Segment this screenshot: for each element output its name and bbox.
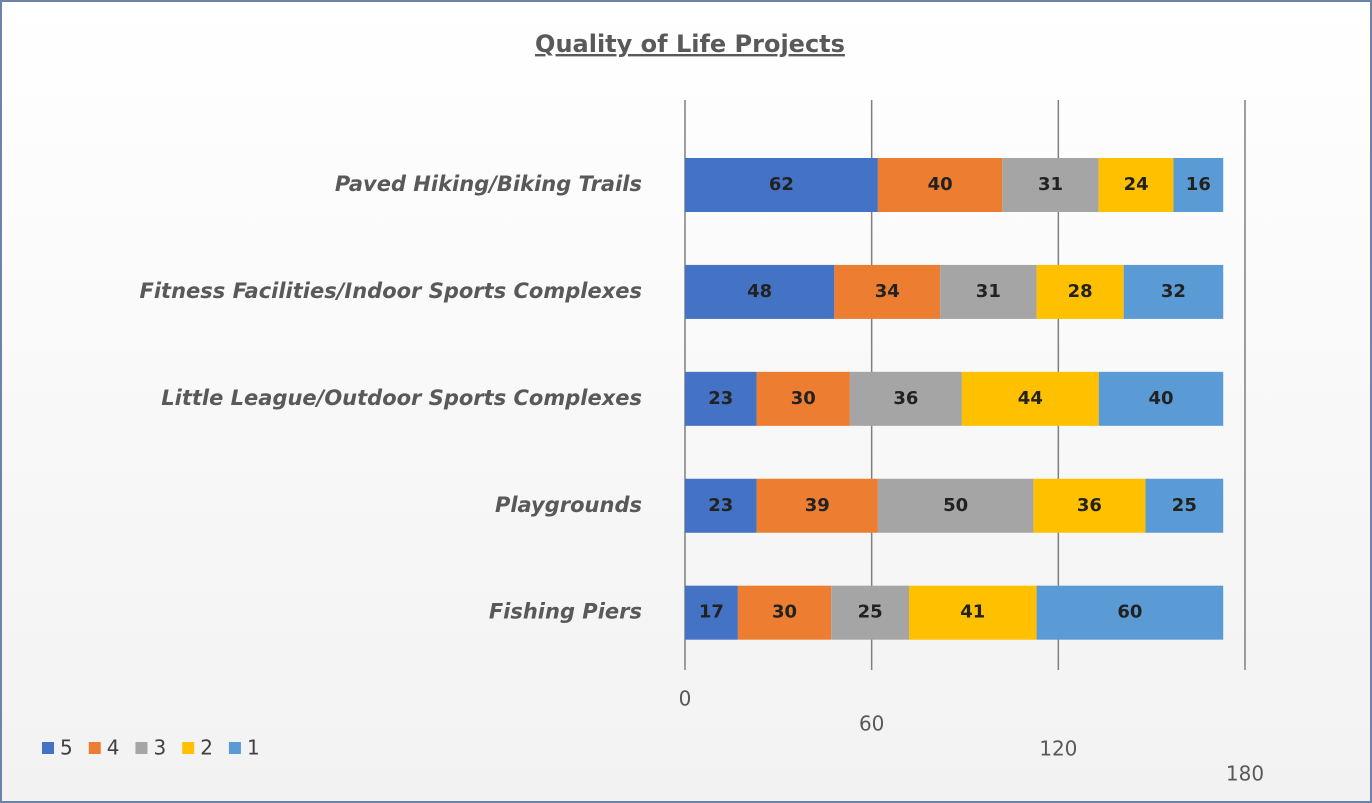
bar-segment: [877, 158, 1003, 212]
bar-segment: [1098, 158, 1174, 212]
category-label: Playgrounds: [495, 493, 642, 517]
category-label: Fitness Facilities/Indoor Sports Complex…: [140, 279, 642, 303]
data-label: 36: [893, 388, 918, 409]
x-tick-label: 60: [859, 712, 884, 736]
bar-segment: [849, 371, 962, 426]
data-label: 41: [960, 602, 985, 623]
data-label: 25: [858, 602, 883, 623]
data-label: 44: [1018, 388, 1043, 409]
bar-segment: [685, 585, 738, 640]
legend-label: 5: [60, 736, 73, 760]
legend-swatch: [88, 742, 101, 754]
bar-segment: [685, 478, 757, 533]
bar-segment: [1098, 371, 1224, 426]
data-label: 23: [708, 388, 733, 409]
bar-segment: [909, 585, 1037, 640]
bar-segment: [961, 371, 1099, 426]
legend-swatch: [182, 742, 195, 754]
bar-segment: [685, 371, 757, 426]
category-label: Paved Hiking/Biking Trails: [335, 172, 642, 196]
x-tick-label: 0: [679, 687, 692, 711]
data-label: 25: [1172, 495, 1197, 516]
data-label: 24: [1124, 174, 1149, 195]
data-label: 48: [747, 281, 772, 302]
legend-label: 2: [200, 736, 213, 760]
data-label: 17: [699, 602, 724, 623]
data-label: 39: [805, 495, 830, 516]
data-label: 30: [791, 388, 816, 409]
data-label: 31: [1038, 174, 1063, 195]
data-label: 62: [769, 174, 794, 195]
bar-segment: [1002, 158, 1099, 212]
bar-segment: [685, 264, 835, 319]
bar-segment: [940, 264, 1037, 319]
bar-segment: [1173, 158, 1224, 212]
data-label: 34: [875, 281, 900, 302]
legend-swatch: [228, 742, 241, 754]
data-label: 16: [1186, 174, 1211, 195]
bar-segment: [831, 585, 909, 640]
legend-swatch: [135, 742, 148, 754]
data-label: 40: [928, 174, 953, 195]
bar-segment: [756, 478, 878, 533]
bar-segment: [877, 478, 1034, 533]
bar-segment: [737, 585, 832, 640]
legend-label: 3: [153, 736, 166, 760]
legend-label: 1: [247, 736, 260, 760]
data-label: 28: [1068, 281, 1093, 302]
data-label: 32: [1161, 281, 1186, 302]
bar-segment: [1123, 264, 1224, 319]
data-label: 36: [1077, 495, 1102, 516]
category-label: Fishing Piers: [489, 600, 642, 624]
bar-segment: [1036, 264, 1124, 319]
data-label: 30: [772, 602, 797, 623]
data-label: 60: [1117, 602, 1142, 623]
bar-segment: [756, 371, 850, 426]
category-label: Little League/Outdoor Sports Complexes: [161, 386, 642, 410]
data-label: 31: [976, 281, 1001, 302]
bar-segment: [1145, 478, 1224, 533]
x-tick-label: 180: [1226, 762, 1264, 786]
bar-segment: [685, 158, 878, 212]
data-label: 50: [943, 495, 968, 516]
legend-swatch: [42, 742, 54, 754]
bar-segment: [1036, 585, 1224, 640]
data-label: 23: [708, 495, 733, 516]
bar-segment: [1033, 478, 1146, 533]
chart-title: Quality of Life Projects: [535, 30, 845, 58]
legend-label: 4: [107, 736, 120, 760]
x-tick-label: 120: [1039, 737, 1077, 761]
bar-segment: [834, 264, 941, 319]
data-label: 40: [1148, 388, 1173, 409]
